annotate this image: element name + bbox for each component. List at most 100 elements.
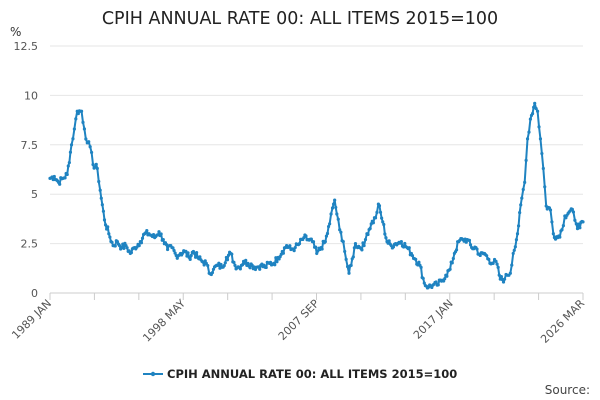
data-point[interactable] [127,249,131,253]
data-point[interactable] [188,257,192,261]
data-point[interactable] [91,162,95,167]
data-point[interactable] [485,254,489,258]
data-point[interactable] [258,267,262,271]
data-point[interactable] [360,248,364,252]
data-point[interactable] [445,274,449,278]
data-point[interactable] [222,263,226,268]
data-point[interactable] [210,271,215,275]
data-point[interactable] [226,253,231,257]
data-point[interactable] [323,240,327,244]
data-point[interactable] [106,225,110,229]
data-point[interactable] [494,259,498,263]
data-point[interactable] [349,263,353,267]
data-point[interactable] [219,262,223,267]
data-point[interactable] [550,220,554,224]
data-point[interactable] [495,262,499,266]
data-point[interactable] [79,109,84,113]
data-point[interactable] [541,166,545,171]
data-point[interactable] [362,243,366,248]
data-point[interactable] [564,216,568,220]
data-point[interactable] [351,255,355,259]
data-point[interactable] [122,246,126,250]
data-point[interactable] [503,277,507,281]
data-point[interactable] [436,283,440,287]
data-point[interactable] [334,205,338,210]
data-point[interactable] [329,212,333,216]
data-point[interactable] [520,196,524,200]
data-point[interactable] [451,256,455,261]
data-point[interactable] [508,271,512,275]
data-point[interactable] [268,260,273,264]
data-point[interactable] [314,245,318,249]
data-point[interactable] [243,261,247,265]
data-point[interactable] [98,188,102,192]
data-point[interactable] [244,258,248,262]
data-point[interactable] [571,210,576,214]
data-point[interactable] [377,204,382,208]
data-point[interactable] [535,109,540,113]
data-point[interactable] [570,207,574,211]
data-point[interactable] [574,222,578,226]
data-point[interactable] [407,246,411,250]
data-point[interactable] [72,127,76,131]
data-point[interactable] [434,280,438,284]
data-point[interactable] [534,106,538,111]
data-point[interactable] [384,236,388,240]
data-point[interactable] [548,208,553,212]
data-point[interactable] [419,265,423,269]
data-point[interactable] [139,241,144,245]
data-point[interactable] [107,232,111,236]
data-point[interactable] [175,256,179,260]
data-point[interactable] [97,179,101,184]
data-point[interactable] [165,247,170,252]
data-point[interactable] [302,236,306,240]
data-point[interactable] [421,276,425,281]
data-point[interactable] [117,244,122,248]
data-point[interactable] [380,216,384,220]
data-point[interactable] [330,206,335,210]
data-point[interactable] [558,235,562,239]
data-point[interactable] [145,228,149,233]
data-point[interactable] [223,261,227,265]
data-point[interactable] [82,127,87,131]
data-point[interactable] [325,231,330,236]
data-point[interactable] [513,245,517,249]
data-point[interactable] [375,210,379,214]
data-point[interactable] [304,234,308,238]
data-point[interactable] [363,237,368,242]
data-point[interactable] [135,245,139,249]
data-point[interactable] [581,220,585,224]
data-point[interactable] [108,235,112,239]
data-point[interactable] [315,251,319,256]
data-point[interactable] [198,255,202,259]
data-point[interactable] [443,277,447,281]
data-point[interactable] [113,244,117,248]
data-point[interactable] [417,260,421,264]
data-point[interactable] [331,202,336,206]
data-point[interactable] [540,151,544,156]
data-point[interactable] [172,248,176,253]
data-point[interactable] [288,244,292,248]
data-point[interactable] [512,248,516,252]
data-point[interactable] [391,245,396,249]
data-point[interactable] [189,253,193,258]
data-point[interactable] [94,162,98,166]
data-point[interactable] [499,275,503,279]
data-point[interactable] [371,221,375,225]
data-point[interactable] [341,240,345,244]
data-point[interactable] [333,198,337,202]
data-point[interactable] [551,232,555,236]
data-point[interactable] [58,182,62,186]
data-point[interactable] [344,257,348,262]
data-point[interactable] [501,280,506,284]
data-point[interactable] [518,211,522,215]
data-point[interactable] [65,172,69,177]
data-point[interactable] [232,260,236,265]
data-point[interactable] [353,242,358,246]
data-point[interactable] [454,248,459,252]
data-point[interactable] [561,224,566,228]
data-point[interactable] [328,222,332,226]
data-point[interactable] [115,240,119,244]
data-point[interactable] [281,251,285,255]
data-point[interactable] [137,244,141,248]
